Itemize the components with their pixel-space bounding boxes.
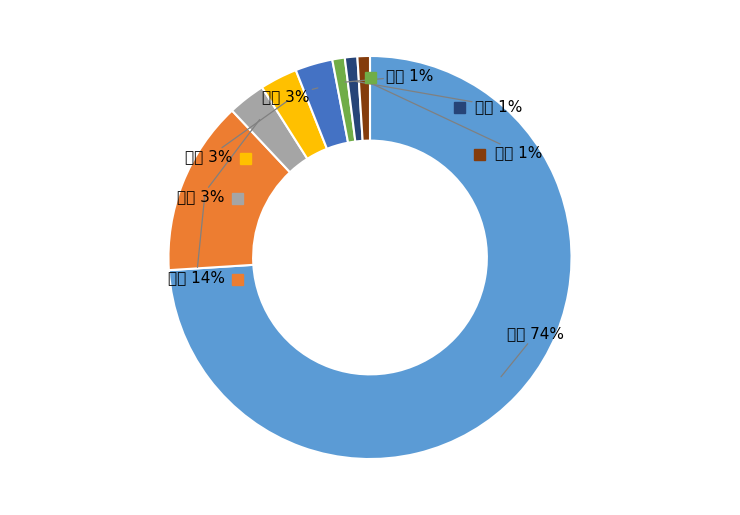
Bar <box>454 102 465 113</box>
Bar <box>317 92 328 104</box>
Text: 上海 14%: 上海 14% <box>168 195 225 285</box>
Text: 北京 74%: 北京 74% <box>501 327 564 377</box>
Bar <box>365 72 376 83</box>
Wedge shape <box>169 56 571 459</box>
Text: 无锡 1%: 无锡 1% <box>367 81 542 160</box>
Bar <box>240 153 251 164</box>
Bar <box>474 149 485 160</box>
Text: 深圳 3%: 深圳 3% <box>262 88 318 104</box>
Wedge shape <box>232 88 307 173</box>
Wedge shape <box>169 111 290 270</box>
Text: 香港 3%: 香港 3% <box>178 119 260 204</box>
Wedge shape <box>357 56 370 141</box>
Text: 成都 1%: 成都 1% <box>356 81 522 114</box>
Text: 广州 3%: 广州 3% <box>186 101 287 164</box>
Wedge shape <box>262 70 327 159</box>
Wedge shape <box>345 56 363 142</box>
Bar <box>486 330 497 341</box>
Wedge shape <box>332 58 355 143</box>
Bar <box>232 193 243 204</box>
Text: 余姚 1%: 余姚 1% <box>345 68 434 83</box>
Bar <box>232 273 243 285</box>
Wedge shape <box>296 60 348 149</box>
